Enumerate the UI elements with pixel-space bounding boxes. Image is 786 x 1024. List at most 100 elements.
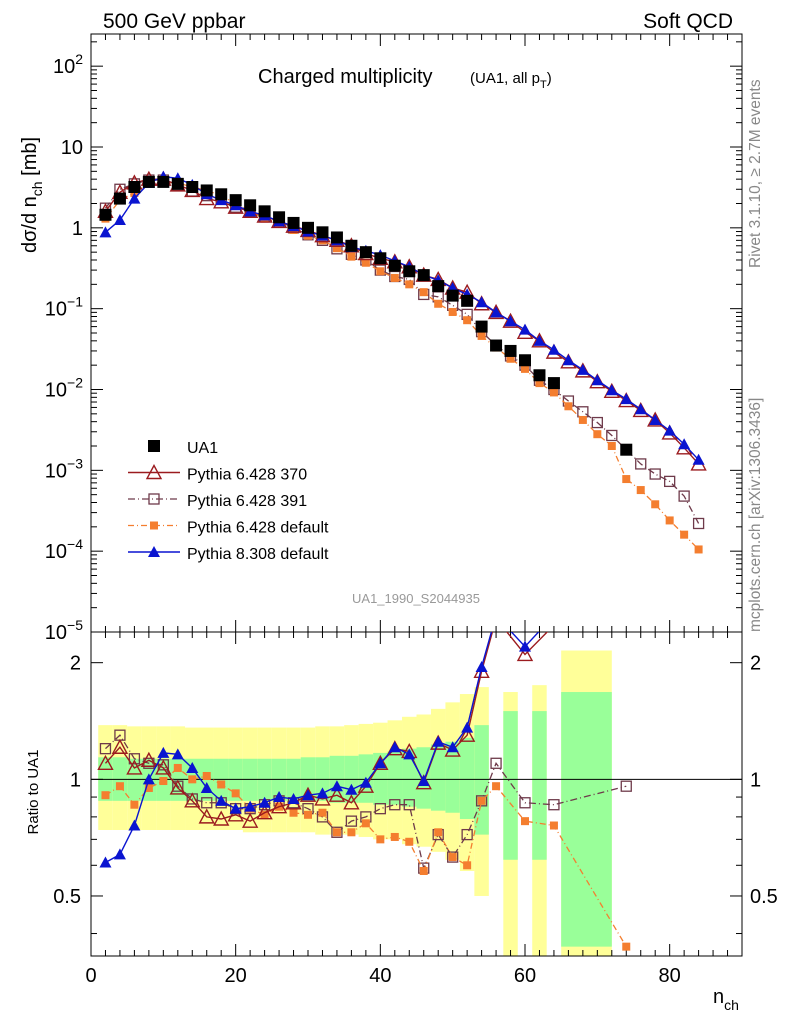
point-data [113,192,126,205]
ratio-y-tick-label: 0.5 [53,886,81,908]
y-tick-label: 10−3 [45,455,83,482]
point-p6def [477,331,486,340]
ratio-point-p8def [519,640,531,652]
point-p8def [605,384,618,396]
point-p6def [694,545,703,554]
ratio-point-p370 [516,645,534,662]
header-left: 500 GeV ppbar [103,10,245,33]
ratio-point-p6def [173,763,182,772]
analysis-id: UA1_1990_S2044935 [352,591,480,606]
point-p6def [535,379,544,388]
ratio-point-p6def [521,817,529,826]
ratio-point-p391 [461,828,473,841]
point-data [273,211,286,224]
ratio-point-p391 [201,797,213,809]
ratio-point-p8def [128,819,141,831]
ratio-point-p8def [273,791,286,803]
point-data [374,252,387,265]
ratio-point-p8def [244,800,257,812]
x-tick-label: 80 [659,965,681,987]
y-tick-label: 10−4 [45,536,83,563]
ratio-point-p391 [447,851,459,863]
point-p6def [564,402,573,411]
ratio-point-p370 [140,751,158,767]
ratio-point-p370 [198,808,215,824]
ratio-point-p8def [461,721,474,733]
point-p6def [347,252,356,261]
point-p391 [664,475,676,488]
ratio-point-p391 [345,815,358,827]
y-tick-label: 10−5 [45,617,83,644]
point-p6def [506,354,515,363]
x-tick-label: 40 [369,965,391,987]
ylabel-bottom: Ratio to UA1 [25,749,42,834]
point-p370 [502,312,519,328]
ratio-y-tick-label: 2 [70,653,81,675]
point-data [99,208,112,221]
point-p391 [692,517,705,530]
band-inner [430,744,446,811]
ratio-point-p6def [289,808,298,817]
point-data [490,339,503,352]
point-data [200,184,213,197]
ratio-point-p6def [434,828,443,837]
ratio-point-p391 [490,757,502,769]
ratio-point-p391 [403,799,415,811]
ratio-point-p370 [97,754,114,770]
point-p6def [405,280,414,289]
legend-label: Pythia 6.428 370 [187,467,307,484]
point-data [417,269,430,282]
ratio-point-p6def [332,828,341,837]
ratio-point-p6def [448,853,457,862]
ratio-point-p6def [130,800,139,809]
ratio-point-p370 [126,759,143,775]
point-data [215,188,228,201]
ratio-point-p8def [388,741,401,753]
ratio-point-p370 [169,779,186,795]
main-frame [90,33,743,633]
point-p391 [606,429,618,442]
xlabel: nch [713,986,739,1013]
legend-marker-p370 [145,464,163,480]
x-tick-label: 20 [225,965,247,987]
y-tick-label: 102 [53,51,83,78]
point-data [446,289,459,302]
point-p6def [607,442,616,451]
ratio-point-p8def [113,848,126,860]
ratio-point-p8def [200,781,213,793]
point-p391 [591,416,603,429]
ratio-point-p370 [343,794,360,810]
ratio-point-p8def [186,761,199,773]
ratio-point-p8def [287,792,300,804]
y-tick-label: 1 [72,218,83,240]
ratio-point-p8def [432,735,445,747]
point-data [345,239,358,252]
point-p6def [622,475,631,484]
point-p6def [593,430,602,439]
point-p370 [487,303,505,320]
point-p8def [591,374,604,386]
title-sub: (UA1, all pT) [470,70,552,91]
ratio-series [97,632,632,951]
legend-marker-p391 [148,493,160,505]
series-line-p370 [104,178,700,465]
point-p8def [128,192,141,204]
band-inner [474,725,489,835]
legend-marker-p6def [150,521,158,530]
point-p6def [390,273,399,282]
mcplots-label: mcplots.cern.ch [arXiv:1306.3436] [747,398,764,632]
point-p370 [531,332,548,348]
point-data [128,181,141,194]
point-p391 [678,490,690,502]
series-p8def [99,170,705,465]
ratio-point-p370 [256,804,273,820]
ratio-point-p8def [345,783,358,795]
band-inner [402,748,417,807]
point-p6def [665,516,674,525]
ratio-point-p6def [405,837,414,846]
legend-marker-data [148,440,160,452]
point-data [171,177,184,190]
legend-label: Pythia 6.428 default [187,520,329,537]
ratio-point-p6def [549,821,558,830]
